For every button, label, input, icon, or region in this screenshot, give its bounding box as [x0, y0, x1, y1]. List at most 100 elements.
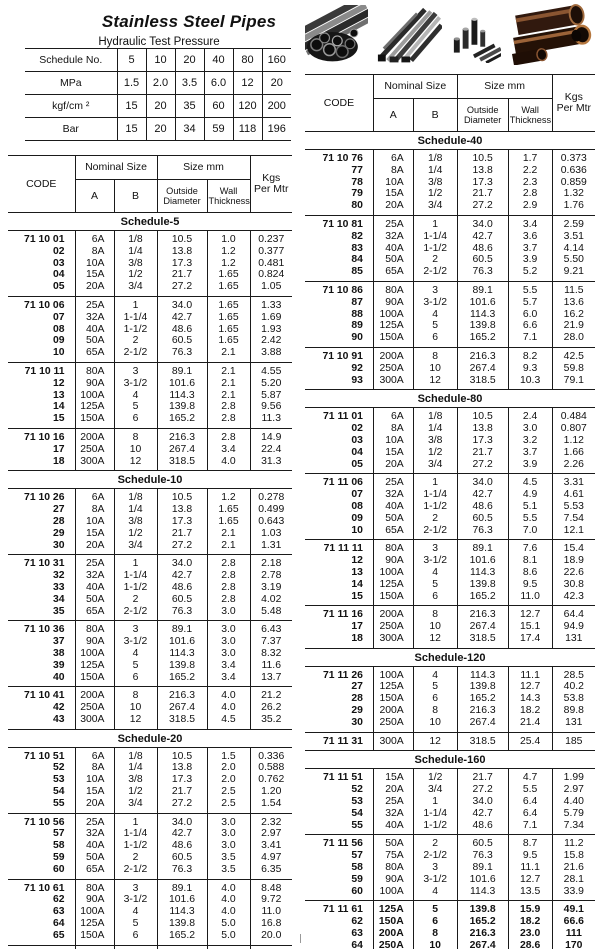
value-cell: 89.1 [457, 862, 509, 874]
header-code: CODE [8, 155, 76, 213]
value-cell: 4.55 [250, 361, 292, 378]
value-cell: 15A [373, 188, 414, 201]
value-cell: 1.32 [563, 188, 584, 200]
code-cell: 71 10 81 [305, 214, 374, 231]
value-cell: 300A [373, 632, 414, 649]
value-cell: 80A [373, 280, 414, 297]
value-cell: 2.1 [207, 377, 251, 390]
value-cell: 150A [75, 413, 115, 429]
value-cell: 26.2 [261, 702, 282, 714]
value-cell: 53.8 [563, 693, 584, 705]
pressure-value-cell: 3.5 [175, 71, 205, 95]
value-cell: 165.2 [457, 332, 509, 348]
value-cell: 13.7 [261, 671, 282, 683]
value-cell: 13.8 [157, 762, 208, 775]
value-cell: 40A [373, 242, 414, 255]
header-nominal-size: Nominal Size [373, 74, 458, 99]
table-row: 52 20A 3/4 27.2 5.5 2.97 [305, 784, 595, 797]
code-cell: 71 10 01 [8, 230, 76, 246]
value-cell: 8.1 [508, 555, 553, 567]
code-group: 71 10 51 6A 1/8 10.5 1.5 0.336 52 8A 1/4 13.8 2.0 0… [8, 747, 292, 814]
table-row: 34 50A 2 60.5 2.8 4.02 [8, 593, 292, 606]
value-cell: 150A [75, 929, 115, 946]
value-cell: 12 [114, 713, 158, 730]
value-cell: 0.377 [258, 245, 285, 257]
value-cell: 3/8 [114, 515, 158, 528]
code-cell: 15 [8, 413, 76, 429]
value-cell: 17.3 [157, 257, 208, 270]
value-cell: 0.643 [258, 515, 285, 527]
table-row: 30 20A 3/4 27.2 2.1 1.31 [8, 539, 292, 555]
code-cell: 07 [305, 489, 374, 501]
value-cell: 3.0 [207, 647, 251, 660]
table-row: 35 65A 2-1/2 76.3 3.0 5.48 [8, 605, 292, 621]
pressure-value-cell: 40 [204, 48, 234, 72]
value-cell: 1.76 [563, 200, 584, 212]
value-cell: 3/4 [114, 797, 158, 814]
value-cell: 20A [75, 797, 115, 814]
product-photo-strip [305, 2, 597, 66]
value-cell: 21.7 [157, 269, 208, 282]
value-cell: 32A [75, 570, 115, 582]
value-cell: 1.03 [261, 527, 282, 539]
value-cell: 318.5 [457, 632, 509, 649]
value-cell: 17.3 [457, 434, 509, 447]
value-cell: 60.5 [457, 834, 509, 851]
table-row: 71 10 51 6A 1/8 10.5 1.5 0.336 [8, 747, 292, 763]
value-cell: 16.2 [563, 308, 584, 320]
value-cell: 250A [373, 621, 414, 633]
value-cell: 10.3 [508, 374, 553, 390]
table-row: 60 100A 4 114.3 13.5 33.9 [305, 885, 595, 901]
table-row: 90 150A 6 165.2 7.1 28.0 [305, 332, 595, 348]
table-row: 58 80A 3 89.1 11.1 21.6 [305, 862, 595, 874]
value-cell: 10.5 [157, 230, 208, 246]
value-cell: 34.0 [457, 214, 509, 231]
code-group: 71 10 01 6A 1/8 10.5 1.0 0.237 02 8A 1/4 13.8 1.2 0… [8, 230, 292, 297]
value-cell: 3 [114, 878, 158, 895]
code-cell: 04 [8, 269, 76, 282]
pressure-value-cell: 120 [233, 94, 263, 118]
value-cell: 114.3 [157, 647, 208, 660]
table-row: 71 11 56 50A 2 60.5 8.7 11.2 [305, 834, 595, 851]
value-cell: 9.21 [563, 266, 584, 278]
value-cell: 2-1/2 [114, 863, 158, 880]
value-cell: 25A [75, 554, 115, 571]
value-cell: 1-1/2 [413, 819, 458, 835]
code-cell: 57 [8, 828, 76, 841]
code-group: 71 11 06 25A 1 34.0 4.5 3.31 07 32A 1-1/4 42.7 4.9… [305, 473, 595, 540]
code-cell: 93 [305, 374, 374, 390]
value-cell: 5.2 [508, 266, 553, 282]
value-cell: 32A [373, 489, 414, 501]
table-row: 71 10 41 200A 8 216.3 4.0 21.2 [8, 686, 292, 703]
value-cell: 17.3 [457, 176, 509, 189]
table-row: 02 8A 1/4 13.8 1.2 0.377 [8, 245, 292, 258]
value-cell: 76.3 [157, 863, 208, 880]
table-row: 71 10 56 25A 1 34.0 3.0 2.32 [8, 812, 292, 829]
value-cell: 150A [373, 332, 414, 348]
value-cell: 3.9 [508, 458, 553, 474]
value-cell: 4 [413, 308, 458, 321]
code-group: 71 10 26 6A 1/8 10.5 1.2 0.278 27 8A 1/4 13.8 1.65… [8, 488, 292, 555]
value-cell: 1/8 [114, 230, 158, 246]
code-cell: 08 [305, 500, 374, 513]
table-row: 03 10A 3/8 17.3 3.2 1.12 [305, 434, 595, 447]
value-cell: 2.9 [508, 200, 553, 216]
table-row: 92 250A 10 267.4 9.3 59.8 [305, 362, 595, 375]
value-cell: 76.3 [457, 524, 509, 540]
value-cell: 5.53 [563, 500, 584, 512]
table-row: 28 10A 3/8 17.3 1.65 0.643 [8, 515, 292, 528]
value-cell: 23.0 [508, 928, 553, 940]
value-cell: 267.4 [457, 939, 509, 949]
value-cell: 125A [373, 320, 414, 333]
right-column: CODE Nominal Size Size mm Kgs Per Mtr A B… [300, 0, 600, 949]
value-cell: 25A [373, 214, 414, 231]
code-cell: 71 11 11 [305, 539, 374, 556]
value-cell: 28.1 [563, 873, 584, 885]
value-cell: 3-1/2 [114, 636, 158, 648]
value-cell: 6 [413, 693, 458, 706]
value-cell: 3/4 [413, 784, 458, 797]
pressure-value-cell: 59 [204, 117, 234, 141]
value-cell: 22.6 [563, 566, 584, 578]
code-cell: 71 10 56 [8, 812, 76, 829]
value-cell: 11.3 [261, 413, 281, 425]
